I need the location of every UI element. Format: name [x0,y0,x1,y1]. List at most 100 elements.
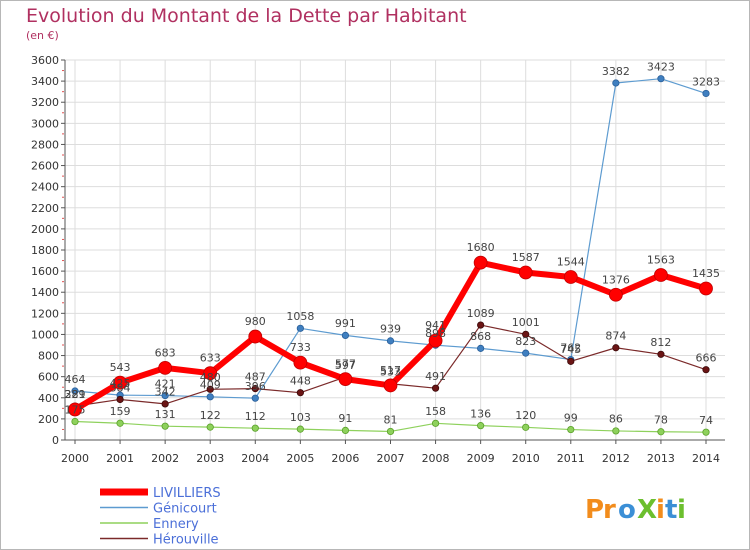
y-tick-label: 3400 [31,75,59,88]
legend-label: Ennery [153,517,199,532]
data-point-genicourt [161,391,169,400]
data-point-ennery [522,423,530,431]
y-tick-label: 1200 [31,307,59,320]
data-point-herouville [522,330,530,338]
data-label-ennery: 159 [110,405,131,418]
x-tick-label: 2007 [377,452,405,465]
data-label-herouville: 666 [696,352,717,365]
data-label-livilliers: 1376 [602,273,630,286]
data-label-herouville: 491 [425,370,446,383]
data-label-herouville: 812 [650,336,671,349]
y-tick-label: 2000 [31,223,59,236]
y-tick-label: 3200 [31,96,59,109]
x-tick-label: 2001 [106,452,134,465]
data-label-genicourt: 421 [155,377,176,390]
data-label-genicourt: 3423 [647,60,675,73]
data-label-herouville: 874 [605,330,626,343]
data-point-ennery [71,417,79,426]
x-tick-label: 2011 [557,452,585,465]
data-point-herouville [477,321,485,329]
data-label-herouville: 597 [335,359,356,372]
data-label-ennery: 112 [245,410,266,423]
y-tick-label: 3000 [31,117,59,130]
data-label-ennery: 78 [654,414,668,427]
data-label-livilliers: 683 [155,346,176,359]
data-label-livilliers: 517 [380,364,401,377]
logo-letter: o [618,495,636,525]
data-point-ennery [116,419,124,427]
x-tick-label: 2009 [467,452,495,465]
legend-label: LIVILLIERS [153,486,221,501]
data-point-genicourt [341,331,350,339]
data-point-herouville [567,357,575,365]
data-point-herouville [657,350,665,358]
data-point-livilliers [293,355,308,370]
data-point-ennery [612,427,620,435]
data-label-genicourt: 3283 [692,75,720,88]
data-label-ennery: 122 [200,409,221,422]
data-label-herouville: 533 [380,366,401,379]
y-tick-label: 2400 [31,181,59,194]
data-point-genicourt [71,387,79,395]
data-point-herouville [161,400,169,408]
data-label-herouville: 1089 [467,307,495,320]
y-tick-label: 2200 [31,202,59,215]
data-label-genicourt: 868 [470,330,491,343]
data-point-ennery [341,426,350,434]
y-tick-label: 0 [52,434,59,447]
data-point-livilliers [608,287,623,302]
logo-letter: P [585,495,604,525]
y-tick-label: 1000 [31,328,59,341]
data-label-genicourt: 939 [380,323,401,336]
data-label-herouville: 321 [65,388,86,401]
data-point-livilliers [203,366,218,381]
y-tick-label: 800 [38,350,59,363]
data-point-genicourt [657,75,665,83]
data-point-genicourt [296,324,304,332]
x-tick-label: 2006 [331,452,359,465]
data-point-livilliers [428,333,443,348]
data-label-genicourt: 823 [515,335,536,348]
chart-unit-label: (en €) [26,29,59,42]
data-point-herouville [206,385,214,393]
data-label-livilliers: 577 [335,358,356,371]
data-label-livilliers: 980 [245,315,266,328]
x-tick-label: 2000 [61,452,89,465]
data-label-herouville: 342 [155,386,176,399]
data-label-ennery: 103 [290,411,311,424]
data-label-ennery: 136 [470,407,491,420]
data-label-herouville: 448 [290,375,311,388]
data-label-genicourt: 409 [200,379,221,392]
data-point-genicourt [386,337,395,345]
x-tick-label: 2002 [151,452,179,465]
x-tick-label: 2005 [286,452,314,465]
data-point-herouville [431,384,440,392]
data-label-genicourt: 464 [65,373,86,386]
y-tick-label: 1400 [31,286,59,299]
chart-title: Evolution du Montant de la Dette par Hab… [26,5,467,27]
data-label-ennery: 158 [425,405,446,418]
data-point-herouville [116,395,124,404]
data-point-ennery [161,422,169,430]
data-label-herouville: 480 [200,371,221,384]
data-label-herouville: 1001 [512,316,540,329]
data-point-genicourt [251,394,259,402]
data-point-ennery [477,422,485,430]
data-label-livilliers: 1435 [692,267,720,280]
data-point-livilliers [699,281,713,296]
data-label-ennery: 120 [515,409,536,422]
logo-letter: i [656,495,665,525]
x-tick-label: 2010 [512,452,540,465]
data-label-livilliers: 1544 [557,256,585,269]
data-label-genicourt: 991 [335,317,356,330]
data-point-ennery [386,427,395,436]
x-tick-label: 2003 [196,452,224,465]
x-tick-label: 2013 [647,452,675,465]
data-point-livilliers [654,268,668,282]
data-point-herouville [296,389,304,397]
logo-letter: t [665,495,677,525]
data-label-genicourt: 762 [560,341,581,354]
data-label-genicourt: 3382 [602,65,630,78]
